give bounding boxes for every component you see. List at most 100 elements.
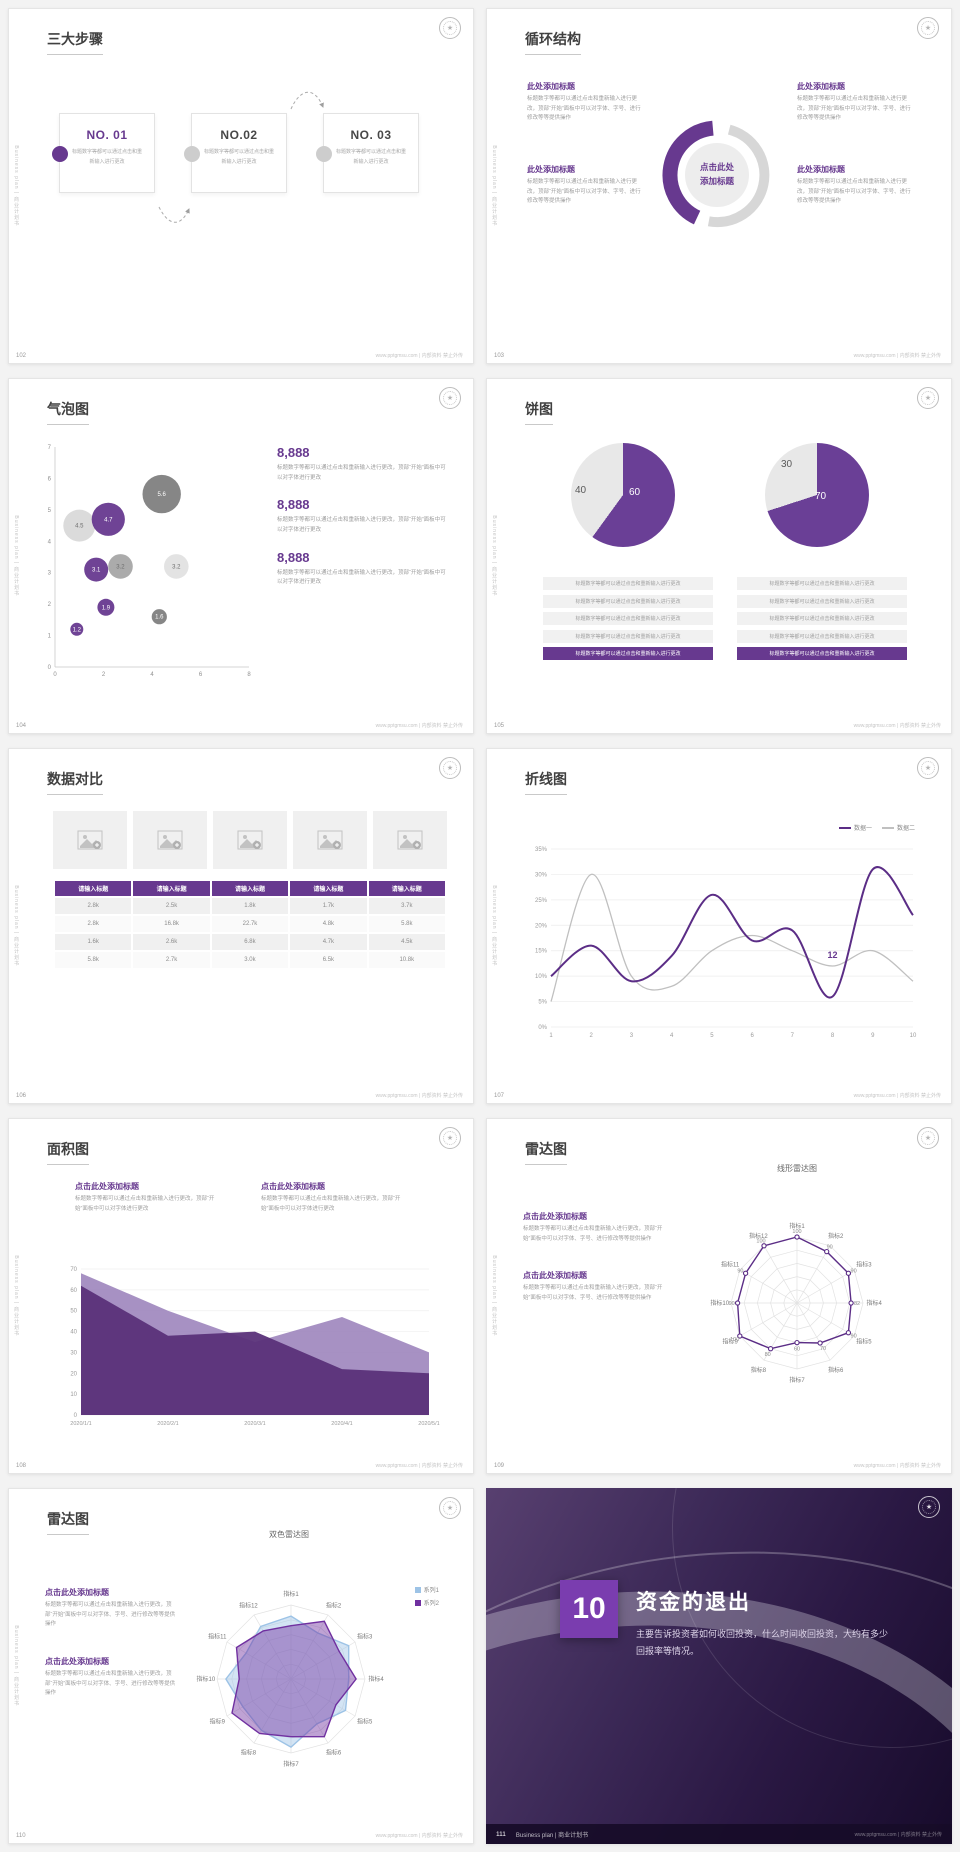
step-bump-circle bbox=[52, 146, 68, 162]
legend-item-series2: 数据二 bbox=[881, 823, 915, 832]
slide-105-pie-charts[interactable]: Business plan | 商业计划书 ★ 饼图 40 60 30 70 标… bbox=[486, 378, 952, 734]
slide-111-section-divider[interactable]: ★ 10 资金的退出 主要告诉投资者如何收回投资，什么时间收回投资，大约有多少回… bbox=[486, 1488, 952, 1844]
bubble-chart-svg: 0 1 2 3 4 5 6 7 0 2 4 6 8 4.5 4.7 5.6 3.1 3.2 3.2 1.9 1.2 1.6 bbox=[48, 445, 252, 678]
footer-watermark: www.pptgmsu.com | 内部资料 禁止外传 bbox=[853, 353, 941, 359]
stat-number: 8,888 bbox=[277, 445, 310, 460]
section-body: 主要告诉投资者如何收回投资，什么时间收回投资，大约有多少回报率等情况。 bbox=[636, 1629, 889, 1656]
sidebar-vertical-label: Business plan | 商业计划书 bbox=[491, 145, 497, 227]
svg-text:10: 10 bbox=[70, 1392, 77, 1398]
footer-watermark: www.pptgmsu.com | 内部资料 禁止外传 bbox=[375, 353, 463, 359]
svg-text:10%: 10% bbox=[535, 974, 548, 980]
table-cell: 2.7k bbox=[133, 952, 210, 968]
svg-text:4: 4 bbox=[150, 672, 154, 678]
svg-text:指标10: 指标10 bbox=[710, 1299, 729, 1307]
sidebar-vertical-label: Business plan | 商业计划书 bbox=[13, 885, 19, 967]
page-number: 111 bbox=[496, 1830, 506, 1838]
slide-104-bubble-chart[interactable]: Business plan | 商业计划书 ★ 气泡图 0 1 2 3 4 5 6 7 0 2 4 6… bbox=[8, 378, 474, 734]
picture-add-icon bbox=[157, 830, 183, 850]
chart-subtitle: 线形雷达图 bbox=[777, 1164, 817, 1173]
svg-text:30: 30 bbox=[70, 1350, 77, 1356]
svg-text:90: 90 bbox=[737, 1268, 743, 1274]
text-block: 点击此处添加标题 标题数字等都可以通过点击和重新输入进行更改，顶部“开始”面板中… bbox=[523, 1270, 663, 1303]
svg-text:1.9: 1.9 bbox=[102, 605, 111, 611]
svg-text:35%: 35% bbox=[535, 847, 548, 853]
block-title: 点击此处添加标题 bbox=[45, 1588, 109, 1597]
step-box-3: NO. 03 标题数字等都可以通过点击和重新输入进行更改 bbox=[316, 113, 419, 193]
svg-text:指标6: 指标6 bbox=[828, 1366, 844, 1374]
brand-seal-logo: ★ bbox=[917, 757, 939, 779]
svg-text:4: 4 bbox=[670, 1033, 674, 1039]
seal-star-icon: ★ bbox=[924, 764, 932, 772]
block-title: 此处添加标题 bbox=[527, 164, 575, 174]
legend-row: 标题数字等都可以通过点击和重新输入进行更改 bbox=[543, 594, 713, 608]
slide-107-line-chart[interactable]: Business plan | 商业计划书 ★ 折线图 数据一 数据二 0% 5%… bbox=[486, 748, 952, 1104]
table-cell: 1.8k bbox=[211, 898, 289, 914]
svg-text:2: 2 bbox=[590, 1033, 594, 1039]
block-title: 点击此处添加标题 bbox=[261, 1182, 325, 1191]
step-text: 标题数字等都可以通过点击和重新输入进行更改 bbox=[335, 149, 406, 165]
comparison-table: 请输入标题 请输入标题 请输入标题 请输入标题 请输入标题 2.8k 2.5k 1.8k 1.… bbox=[53, 879, 447, 970]
text-block: 点击此处添加标题 标题数字等都可以通过点击和重新输入进行更改，顶部“开始”面板中… bbox=[261, 1181, 411, 1214]
brand-seal-logo: ★ bbox=[439, 387, 461, 409]
svg-text:2: 2 bbox=[102, 672, 106, 678]
svg-text:指标2: 指标2 bbox=[828, 1232, 844, 1240]
stat-item: 8,888 标题数字等都可以通过点击和重新输入进行更改，顶部“开始”面板中可以对… bbox=[277, 497, 447, 535]
svg-text:12: 12 bbox=[828, 950, 838, 960]
pie-label-60: 60 bbox=[629, 487, 641, 498]
text-block: 此处添加标题 标题数字等都可以通过点击和重新输入进行更改，顶部“开始”面板中可以… bbox=[527, 164, 645, 207]
svg-text:5: 5 bbox=[48, 508, 52, 514]
seal-star-icon: ★ bbox=[446, 394, 454, 402]
footer-watermark: www.pptgmsu.com | 内部资料 禁止外传 bbox=[375, 1093, 463, 1099]
block-title: 此处添加标题 bbox=[527, 82, 575, 91]
table-header-cell: 请输入标题 bbox=[368, 881, 445, 896]
legend-row: 标题数字等都可以通过点击和重新输入进行更改 bbox=[737, 612, 907, 625]
area-chart-svg: 0 10 20 30 40 50 60 70 2020/1/1 2020/2/1 2020/3/1 2… bbox=[70, 1267, 439, 1427]
legend-row: 标题数字等都可以通过点击和重新输入进行更改 bbox=[543, 612, 713, 625]
svg-text:指标3: 指标3 bbox=[856, 1260, 872, 1268]
table-row: 5.8k 2.7k 3.0k 6.5k 10.8k bbox=[55, 952, 445, 968]
page-number: 105 bbox=[494, 723, 505, 729]
bubble-side-items: 8,888 标题数字等都可以通过点击和重新输入进行更改，顶部“开始”面板中可以对… bbox=[277, 445, 447, 602]
brand-seal-logo: ★ bbox=[439, 17, 461, 39]
svg-text:5%: 5% bbox=[538, 1000, 547, 1006]
legend-label: 数据一 bbox=[853, 826, 872, 832]
block-body: 标题数字等都可以通过点击和重新输入进行更改，顶部“开始”面板中可以对字体进行更改 bbox=[75, 1196, 215, 1212]
svg-text:指标4: 指标4 bbox=[867, 1299, 883, 1307]
svg-text:2020/4/1: 2020/4/1 bbox=[331, 1421, 352, 1427]
slide-108-area-chart[interactable]: Business plan | 商业计划书 ★ 面积图 点击此处添加标题 标题数… bbox=[8, 1118, 474, 1474]
picture-add-icon bbox=[237, 830, 263, 850]
step-box-2: NO.02 标题数字等都可以通过点击和重新输入进行更改 bbox=[184, 113, 287, 193]
slide-103-cycle-structure[interactable]: Business plan | 商业计划书 ★ 循环结构 点击此处 添加标题 此… bbox=[486, 8, 952, 364]
table-cell: 2.8k bbox=[55, 898, 132, 914]
svg-text:100: 100 bbox=[756, 1239, 765, 1245]
footer-watermark: www.pptgmsu.com | 内部资料 禁止外传 bbox=[853, 1093, 941, 1099]
slide-102-three-steps[interactable]: Business plan | 商业计划书 ★ 三大步骤 NO. 01 标题数字… bbox=[8, 8, 474, 364]
svg-text:90: 90 bbox=[729, 1301, 735, 1307]
page-number: 104 bbox=[16, 723, 27, 729]
legend-row: 标题数字等都可以通过点击和重新输入进行更改 bbox=[737, 577, 907, 590]
footer-watermark: www.pptgmsu.com | 内部资料 禁止外传 bbox=[375, 1463, 463, 1469]
legend-row: 标题数字等都可以通过点击和重新输入进行更改 bbox=[737, 594, 907, 608]
sidebar-vertical-label: Business plan | 商业计划书 bbox=[13, 515, 19, 597]
svg-text:90: 90 bbox=[851, 1334, 857, 1340]
slide-110-radar-dual[interactable]: Business plan | 商业计划书 ★ 雷达图 双色雷达图 系列1 系列… bbox=[8, 1488, 474, 1844]
slide-title: 饼图 bbox=[525, 399, 553, 425]
step-box-1: NO. 01 标题数字等都可以通过点击和重新输入进行更改 bbox=[52, 113, 155, 193]
sidebar-vertical-label: Business plan | 商业计划书 bbox=[13, 145, 19, 227]
pie-label-70: 70 bbox=[815, 491, 827, 502]
seal-star-icon: ★ bbox=[446, 764, 454, 772]
svg-text:4: 4 bbox=[48, 539, 52, 545]
cycle-ring-diagram bbox=[662, 120, 770, 228]
block-title: 点击此处添加标题 bbox=[75, 1182, 139, 1191]
slide-106-data-comparison[interactable]: Business plan | 商业计划书 ★ 数据对比 bbox=[8, 748, 474, 1104]
svg-text:指标8: 指标8 bbox=[241, 1749, 257, 1757]
slide-109-radar-line[interactable]: Business plan | 商业计划书 ★ 雷达图 线形雷达图 点击此处添加… bbox=[486, 1118, 952, 1474]
radar-heading-blocks: 点击此处添加标题 标题数字等都可以通过点击和重新输入进行更改，顶部“开始”面板中… bbox=[45, 1587, 177, 1699]
legend-row: 标题数字等都可以通过点击和重新输入进行更改 bbox=[543, 577, 713, 590]
svg-text:2020/2/1: 2020/2/1 bbox=[157, 1421, 178, 1427]
step-text: 标题数字等都可以通过点击和重新输入进行更改 bbox=[203, 149, 274, 165]
brand-seal-logo: ★ bbox=[917, 17, 939, 39]
table-row: 1.6k 2.6k 6.8k 4.7k 4.5k bbox=[55, 934, 445, 950]
table-cell: 2.8k bbox=[55, 916, 132, 932]
block-title: 此处添加标题 bbox=[797, 82, 845, 91]
